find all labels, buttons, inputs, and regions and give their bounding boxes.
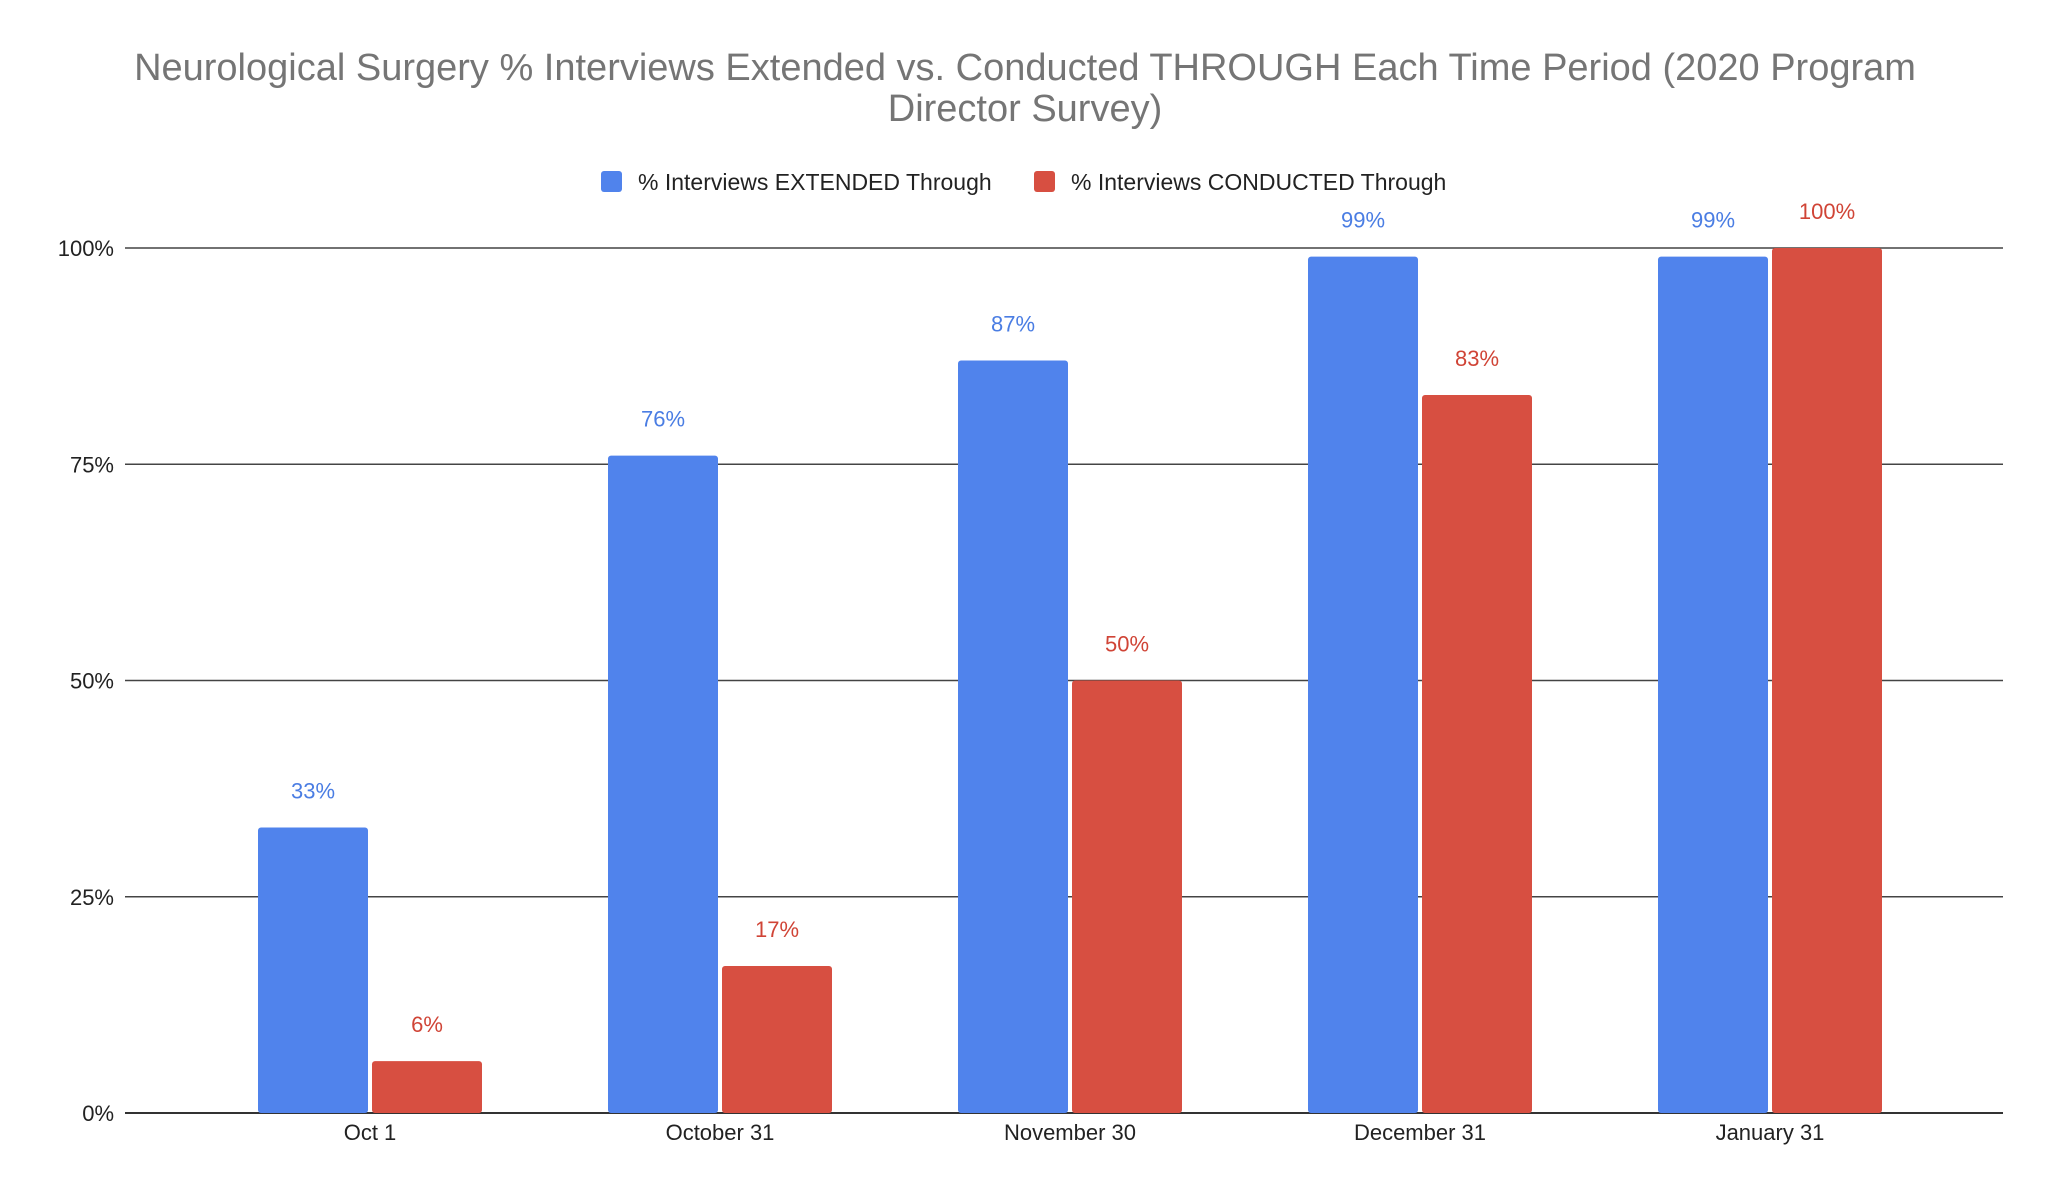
x-axis: Oct 1 October 31 November 30 December 31 Jan… xyxy=(344,1120,1825,1145)
bar-extended-2 xyxy=(958,360,1068,1113)
y-tick-label: 50% xyxy=(70,669,114,694)
bar-conducted-0 xyxy=(372,1061,482,1113)
data-label-extended-1: 76% xyxy=(641,407,685,432)
bar-conducted-2 xyxy=(1072,680,1182,1113)
data-labels: 33% 6% 76% 17% 87% 50% 99% 83% 99% 100% xyxy=(291,199,1855,1037)
x-tick-label: October 31 xyxy=(666,1120,775,1145)
x-tick-label: November 30 xyxy=(1004,1120,1136,1145)
bar-extended-3 xyxy=(1308,256,1418,1113)
data-label-conducted-1: 17% xyxy=(755,917,799,942)
data-label-conducted-4: 100% xyxy=(1799,199,1855,224)
bar-series xyxy=(258,248,1882,1114)
chart-title: Neurological Surgery % Interviews Extend… xyxy=(134,47,1916,130)
data-label-extended-2: 87% xyxy=(991,311,1035,336)
chart-legend: % Interviews EXTENDED Through % Intervie… xyxy=(601,169,1446,195)
x-tick-label: December 31 xyxy=(1354,1120,1486,1145)
chart-title-line-2: Director Survey) xyxy=(888,88,1163,130)
chart-title-line-1: Neurological Surgery % Interviews Extend… xyxy=(134,47,1916,89)
data-label-extended-4: 99% xyxy=(1691,208,1735,233)
data-label-extended-0: 33% xyxy=(291,779,335,804)
legend-label-conducted: % Interviews CONDUCTED Through xyxy=(1071,169,1446,195)
bar-extended-1 xyxy=(608,455,718,1114)
legend-label-extended: % Interviews EXTENDED Through xyxy=(638,169,992,195)
data-label-conducted-0: 6% xyxy=(411,1012,443,1037)
bar-conducted-1 xyxy=(722,965,832,1113)
bar-extended-0 xyxy=(258,827,368,1113)
x-tick-label: Oct 1 xyxy=(344,1120,397,1145)
legend-swatch-extended xyxy=(601,171,622,192)
y-tick-label: 75% xyxy=(70,452,114,477)
y-tick-label: 100% xyxy=(58,236,114,261)
bar-conducted-3 xyxy=(1422,395,1532,1113)
legend-swatch-conducted xyxy=(1034,171,1055,192)
y-axis: 0% 25% 50% 75% 100% xyxy=(58,236,114,1126)
x-tick-label: January 31 xyxy=(1716,1120,1825,1145)
y-tick-label: 0% xyxy=(82,1101,114,1126)
bar-extended-4 xyxy=(1658,256,1768,1113)
bar-conducted-4 xyxy=(1772,248,1882,1113)
data-label-conducted-3: 83% xyxy=(1455,346,1499,371)
y-tick-label: 25% xyxy=(70,885,114,910)
data-label-extended-3: 99% xyxy=(1341,208,1385,233)
data-label-conducted-2: 50% xyxy=(1105,632,1149,657)
